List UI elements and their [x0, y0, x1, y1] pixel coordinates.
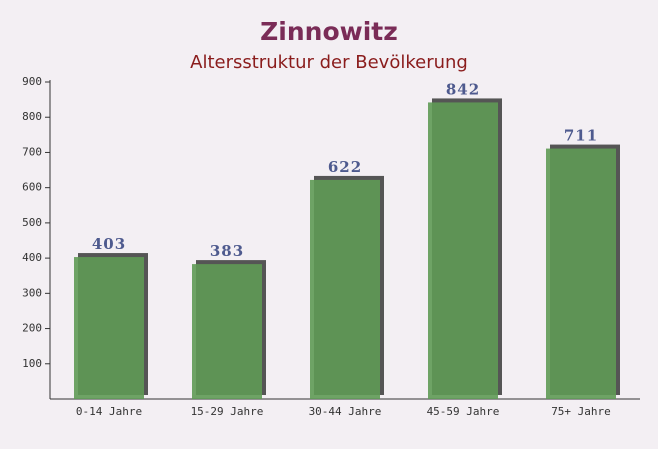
bar [428, 102, 498, 399]
bar [192, 264, 262, 399]
y-tick-label: 400 [22, 251, 42, 264]
y-tick-label: 300 [22, 286, 42, 299]
y-tick-label: 200 [22, 322, 42, 335]
chart-subtitle: Altersstruktur der Bevölkerung [190, 52, 468, 73]
chart-title: Zinnowitz [260, 17, 398, 46]
x-tick-label: 0-14 Jahre [76, 405, 142, 418]
value-label: 622 [328, 158, 362, 176]
y-tick-label: 100 [22, 357, 42, 370]
x-tick-label: 15-29 Jahre [191, 405, 264, 418]
y-tick-label: 700 [22, 145, 42, 158]
y-tick-label: 600 [22, 181, 42, 194]
value-label: 383 [210, 242, 244, 260]
x-tick-label: 75+ Jahre [551, 405, 611, 418]
y-tick-label: 900 [22, 75, 42, 88]
y-tick-label: 500 [22, 216, 42, 229]
value-label: 842 [446, 80, 480, 98]
value-label: 711 [564, 127, 598, 145]
x-tick-label: 30-44 Jahre [309, 405, 382, 418]
x-tick-label: 45-59 Jahre [427, 405, 500, 418]
bar [74, 257, 144, 399]
y-tick-label: 800 [22, 110, 42, 123]
bar [546, 148, 616, 399]
bar [310, 179, 380, 399]
value-label: 403 [92, 235, 126, 253]
